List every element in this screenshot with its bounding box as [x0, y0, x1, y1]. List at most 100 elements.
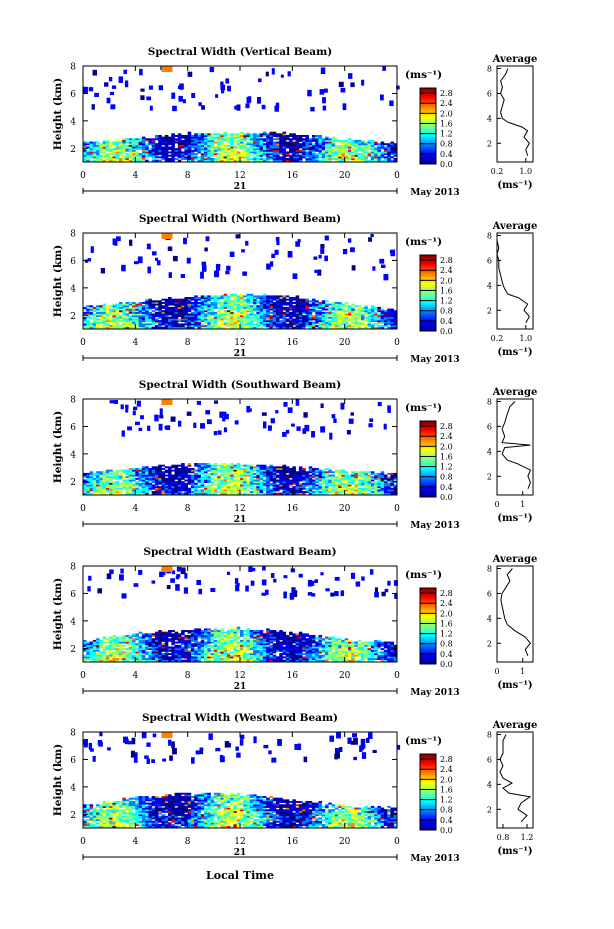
y-tick-label: 8: [70, 230, 76, 240]
y-tick-label: 4: [70, 617, 76, 627]
colorbar-tick-label: 0.0: [440, 660, 453, 669]
colorbar: [420, 588, 436, 664]
profile-y-tick-label: 6: [487, 422, 492, 431]
x-tick-label: 4: [132, 504, 138, 514]
profile-title: Average: [492, 54, 538, 65]
x-tick-label: 20: [339, 504, 351, 514]
y-tick-label: 8: [70, 729, 76, 739]
colorbar-unit: (ms⁻¹): [405, 569, 442, 581]
profile-y-tick-label: 8: [487, 397, 492, 406]
panel-title: Spectral Width (Eastward Beam): [143, 546, 336, 558]
profile-frame: [496, 398, 534, 496]
y-tick-label: 8: [70, 563, 76, 573]
profile-line: [499, 734, 532, 823]
profile-frame: [496, 65, 534, 163]
y-tick-label: 6: [70, 257, 76, 267]
y-tick-label: 6: [70, 90, 76, 100]
x-tick-label: 16: [287, 837, 299, 847]
profile-y-tick-label: 8: [487, 231, 492, 240]
profile-y-tick-label: 4: [487, 281, 492, 290]
x-tick-label: 4: [132, 171, 138, 181]
x-tick-label: 8: [185, 504, 191, 514]
heatmap-cells: [83, 66, 400, 162]
profile-line: [500, 568, 532, 656]
y-tick-label: 4: [70, 117, 76, 127]
colorbar-tick-label: 0.4: [440, 483, 453, 492]
colorbar-tick-label: 0.8: [440, 307, 453, 316]
colorbar-tick-label: 0.0: [440, 160, 453, 169]
heatmap-cells: [83, 566, 398, 662]
y-axis-label: Height (km): [52, 78, 64, 150]
colorbar-tick-label: 0.0: [440, 493, 453, 502]
x-tick-label: 12: [234, 837, 245, 847]
x-tick-label: 12: [234, 671, 245, 681]
profile-x-label: (ms⁻¹): [497, 680, 532, 691]
profile-y-tick-label: 8: [487, 64, 492, 73]
y-tick-label: 2: [70, 811, 76, 821]
colorbar-tick-label: 2.0: [440, 775, 453, 784]
y-axis-label: Height (km): [52, 578, 64, 650]
profile-title: Average: [492, 221, 538, 232]
colorbar-tick-label: 0.0: [440, 327, 453, 336]
colorbar-tick-label: 0.4: [440, 816, 453, 825]
panel-title: Spectral Width (Southward Beam): [139, 379, 341, 391]
x-tick-label: 8: [185, 837, 191, 847]
day-label: 21: [234, 182, 247, 192]
profile-line: [496, 235, 531, 324]
x-tick-label: 0: [80, 671, 86, 681]
day-label: 21: [234, 682, 247, 692]
x-tick-label: 0: [80, 171, 86, 181]
profile-x-tick-label: 0: [494, 667, 499, 676]
colorbar-tick-label: 2.0: [440, 609, 453, 618]
profile-x-tick-label: 1.2: [521, 833, 534, 842]
colorbar-tick-label: 2.8: [440, 89, 453, 98]
panel-title: Spectral Width (Vertical Beam): [148, 46, 332, 58]
heatmap-cells: [83, 732, 401, 828]
month-label: May 2013: [410, 188, 459, 198]
colorbar-unit: (ms⁻¹): [405, 402, 442, 414]
profile-x-tick-label: 0: [494, 500, 499, 509]
profile-y-tick-label: 4: [487, 447, 492, 456]
panel-1: Spectral Width (Vertical Beam) 2 4 6 8 Height…: [52, 46, 537, 198]
colorbar-tick-label: 0.4: [440, 150, 453, 159]
x-tick-label: 0: [394, 504, 400, 514]
colorbar-tick-label: 0.4: [440, 317, 453, 326]
profile-x-tick-label: 1: [520, 667, 525, 676]
colorbar: [420, 255, 436, 331]
profile-y-tick-label: 2: [487, 639, 492, 648]
x-tick-label: 20: [339, 837, 351, 847]
profile-y-tick-label: 6: [487, 89, 492, 98]
profile-y-tick-label: 6: [487, 755, 492, 764]
profile-x-tick-label: 1.0: [519, 167, 532, 176]
x-tick-label: 0: [394, 837, 400, 847]
day-label: 21: [234, 515, 247, 525]
month-label: May 2013: [410, 355, 459, 365]
colorbar-tick-label: 1.2: [440, 130, 453, 139]
colorbar-tick-label: 0.0: [440, 826, 453, 835]
x-tick-label: 12: [234, 504, 245, 514]
colorbar-tick-label: 2.0: [440, 442, 453, 451]
profile-y-tick-label: 2: [487, 805, 492, 814]
colorbar-tick-label: 2.4: [440, 266, 453, 275]
y-tick-label: 8: [70, 63, 76, 73]
profile-y-tick-label: 6: [487, 256, 492, 265]
profile-y-tick-label: 4: [487, 114, 492, 123]
panel-title: Spectral Width (Northward Beam): [139, 213, 341, 225]
colorbar: [420, 88, 436, 164]
x-tick-label: 12: [234, 338, 245, 348]
x-tick-label: 16: [287, 171, 299, 181]
x-axis-label: Local Time: [206, 869, 274, 882]
x-tick-label: 16: [287, 338, 299, 348]
colorbar-tick-label: 2.8: [440, 589, 453, 598]
colorbar-unit: (ms⁻¹): [405, 735, 442, 747]
panel-4: Spectral Width (Eastward Beam) 2 4 6 8 Height…: [52, 546, 537, 698]
month-label: May 2013: [410, 854, 459, 864]
colorbar-tick-label: 2.4: [440, 599, 453, 608]
panel-2: Spectral Width (Northward Beam) 2 4 6 8 Heigh…: [52, 213, 537, 365]
x-tick-label: 4: [132, 837, 138, 847]
colorbar-tick-label: 0.4: [440, 650, 453, 659]
x-tick-label: 20: [339, 171, 351, 181]
profile-x-tick-label: 0.8: [497, 833, 510, 842]
y-tick-label: 6: [70, 756, 76, 766]
